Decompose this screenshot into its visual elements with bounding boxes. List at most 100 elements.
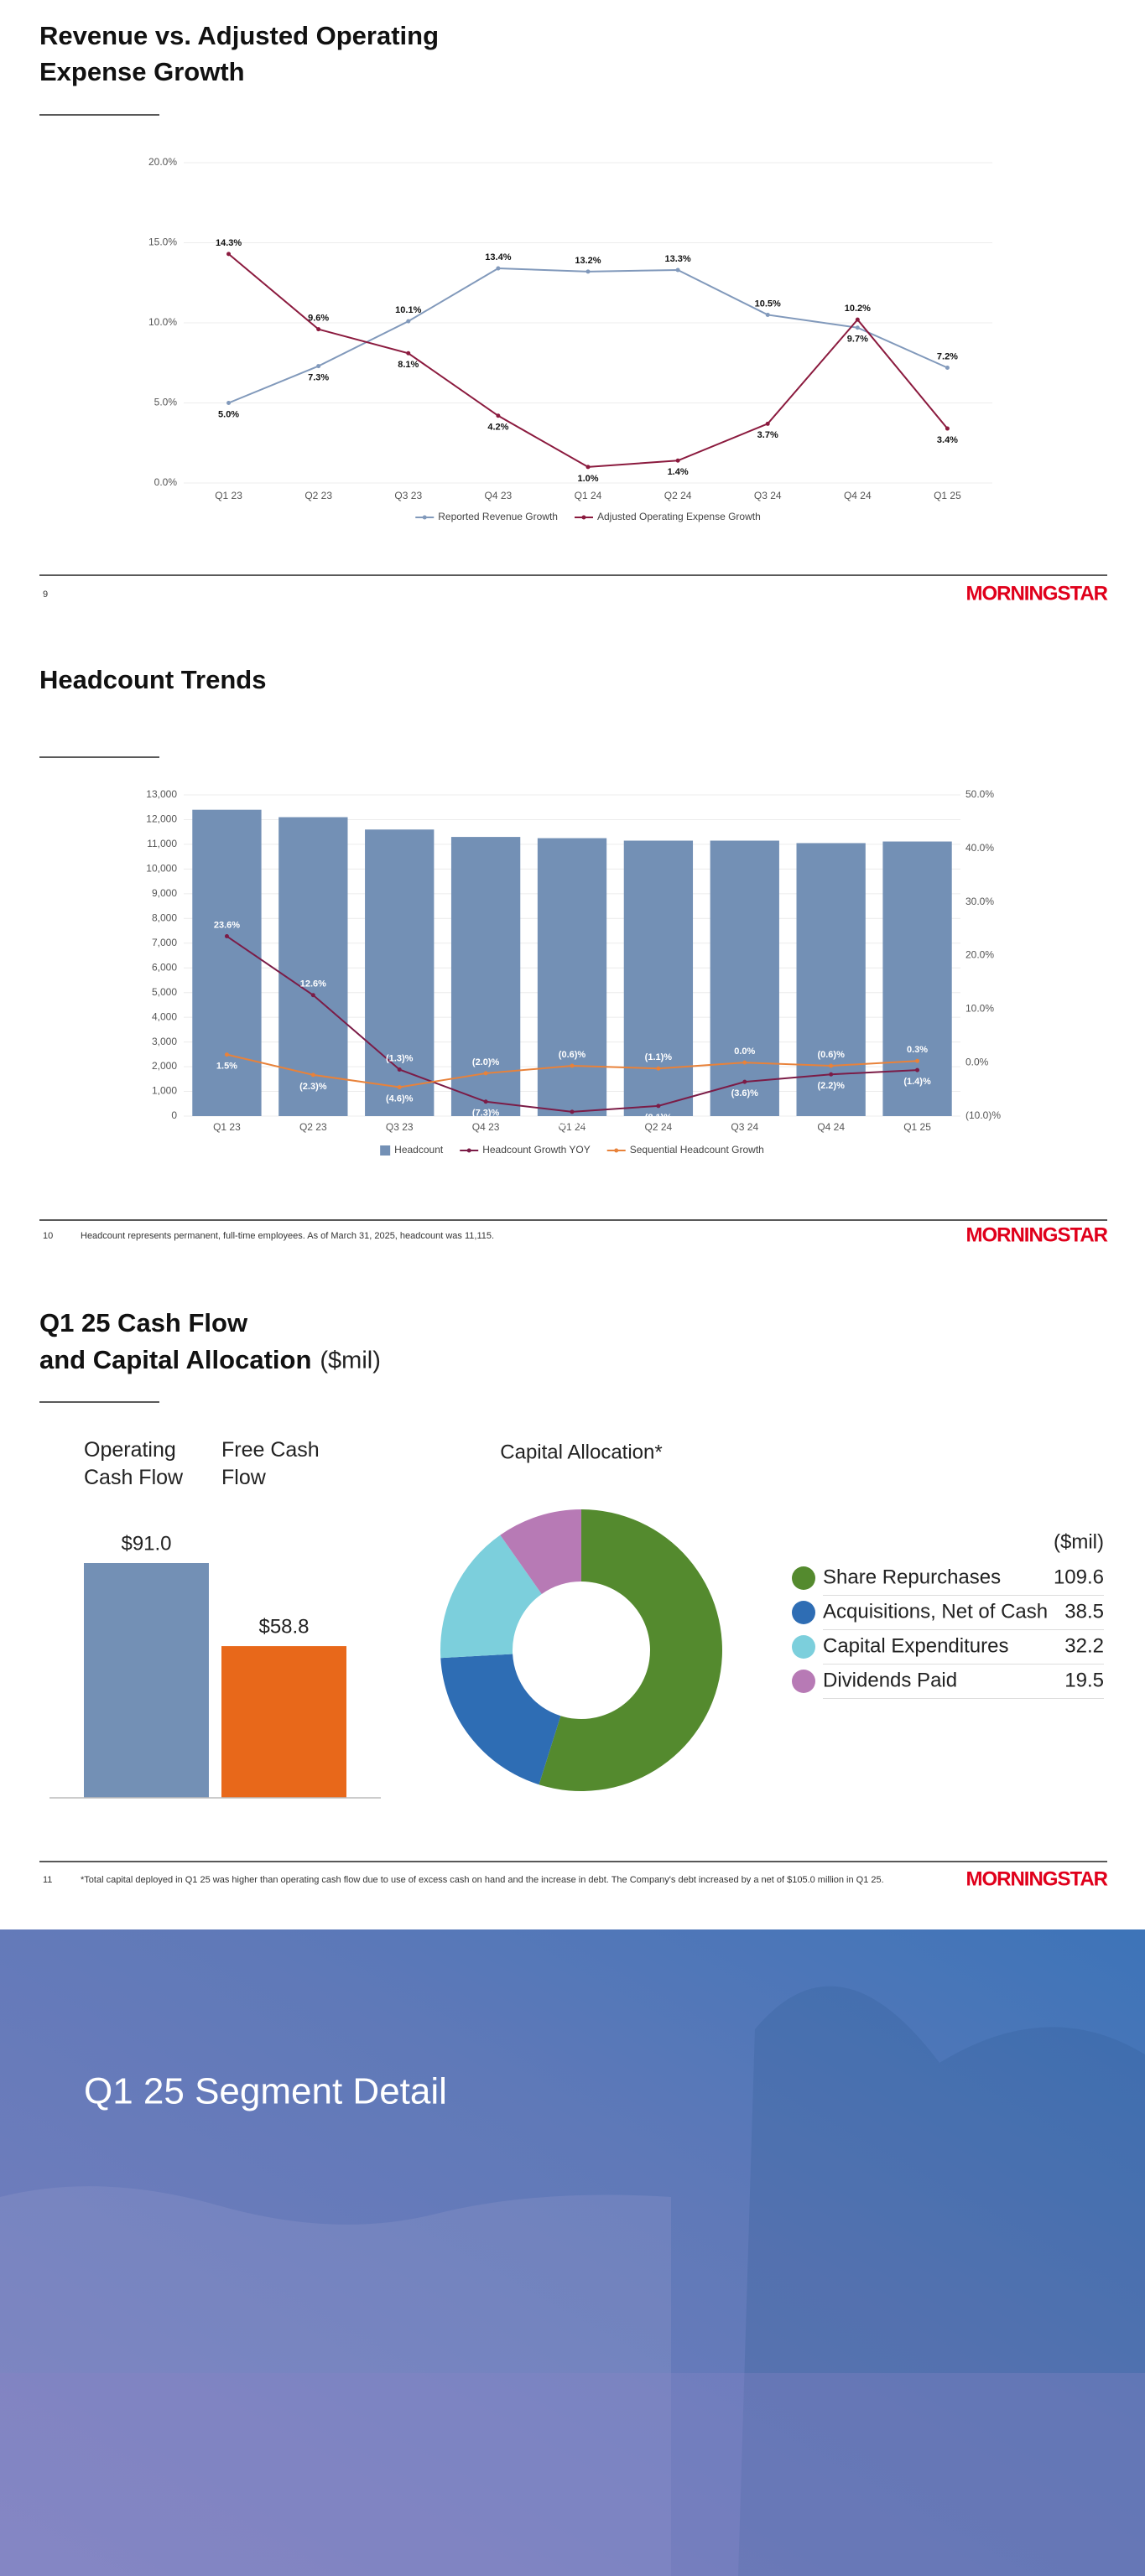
value-label: 13.3% [665, 254, 691, 264]
point [496, 413, 501, 418]
y-tick-label: 5.0% [154, 397, 178, 408]
x-tick-label: Q3 23 [386, 1121, 414, 1133]
point [397, 1085, 402, 1090]
y-tick-label: 40.0% [965, 842, 994, 854]
point [742, 1060, 747, 1065]
y-tick-label: 9,000 [152, 887, 177, 899]
point [224, 934, 229, 939]
y-tick-label: 11,000 [147, 838, 177, 849]
point [586, 269, 591, 274]
y-tick-label: 12,000 [146, 813, 177, 825]
value-label: (1.4)% [903, 1077, 931, 1087]
value-label: 5.0% [218, 409, 239, 419]
value-label: (1.1)% [645, 1052, 673, 1062]
value-label: 0.0% [734, 1046, 755, 1057]
legend-marker [422, 515, 427, 520]
value-label: 10.2% [845, 304, 871, 314]
footnote: *Total capital deployed in Q1 25 was hig… [81, 1875, 884, 1885]
point [675, 458, 680, 463]
legend-label: Headcount [394, 1144, 444, 1156]
value-label: 0.3% [907, 1045, 928, 1055]
value-label: (3.6)% [731, 1088, 759, 1098]
x-tick-label: Q1 24 [559, 1121, 586, 1133]
point [855, 317, 860, 322]
y-tick-label: (10.0)% [965, 1109, 1001, 1121]
line [227, 253, 949, 468]
point [915, 1058, 920, 1063]
chart-title: Capital Allocation* [500, 1441, 662, 1463]
point [226, 252, 232, 257]
y-tick-label: 20.0% [965, 949, 994, 961]
y-tick-label: 1,000 [152, 1085, 177, 1097]
bar [365, 829, 435, 1116]
slice [440, 1535, 542, 1659]
x-tick-label: Q1 24 [575, 490, 602, 501]
value-label: 13.4% [485, 252, 511, 262]
value-label: 12.6% [300, 979, 326, 989]
x-tick-label: Q4 24 [817, 1121, 845, 1133]
point [310, 993, 315, 998]
point [397, 1067, 402, 1072]
y-tick-label: 4,000 [152, 1010, 177, 1022]
legend-label: Dividends Paid [823, 1669, 957, 1691]
section-background [0, 1929, 1145, 2576]
point [742, 1079, 747, 1084]
title-unit: ($mil) [320, 1348, 381, 1374]
point [829, 1072, 834, 1077]
point [483, 1099, 488, 1104]
y-tick-label: 8,000 [152, 911, 177, 923]
logo: MORNINGSTAR [965, 582, 1107, 605]
slide-title: and Capital Allocation [39, 1345, 311, 1374]
point [656, 1104, 661, 1109]
value-label: 9.7% [847, 335, 868, 345]
value-label: (1.3)% [386, 1053, 414, 1063]
legend-marker [614, 1148, 619, 1153]
slide-title: Expense Growth [39, 57, 245, 86]
legend-label: Acquisitions, Net of Cash [823, 1600, 1048, 1623]
point [406, 351, 411, 356]
x-tick-label: Q2 24 [664, 490, 692, 501]
y-tick-label: 3,000 [152, 1036, 177, 1047]
section-title: Q1 25 Segment Detail [84, 2071, 447, 2112]
y-tick-label: 20.0% [148, 156, 177, 168]
value-label: $91.0 [121, 1532, 171, 1555]
value-label: 8.1% [398, 360, 419, 370]
x-tick-label: Q3 24 [731, 1121, 758, 1133]
y-tick-label: 2,000 [152, 1060, 177, 1072]
bar [623, 840, 694, 1116]
legend-label: Capital Expenditures [823, 1634, 1008, 1657]
slide-title: Q1 25 Cash Flow [39, 1308, 248, 1337]
point [226, 401, 232, 405]
legend-swatch [380, 1145, 391, 1156]
y-tick-label: 5,000 [152, 986, 177, 998]
bar [882, 841, 952, 1116]
bar [537, 838, 607, 1116]
value-label: 13.2% [575, 256, 601, 266]
slide-title: Revenue vs. Adjusted Operating [39, 21, 439, 50]
x-tick-label: Q3 23 [394, 490, 422, 501]
bar [710, 840, 779, 1116]
bar [796, 843, 866, 1116]
legend-swatch [792, 1566, 815, 1590]
legend-value: 32.2 [1064, 1634, 1104, 1657]
bar [221, 1646, 346, 1798]
point [496, 266, 501, 271]
x-tick-label: Q4 23 [485, 490, 513, 501]
value-label: 3.7% [757, 430, 778, 440]
y-tick-label: 10.0% [965, 1003, 994, 1015]
point [855, 325, 860, 330]
x-tick-label: Q1 23 [213, 1121, 241, 1133]
lake [0, 2373, 1145, 2576]
y-tick-label: 6,000 [152, 961, 177, 973]
value-label: (2.3)% [299, 1082, 327, 1092]
value-label: (7.3)% [472, 1109, 500, 1119]
x-tick-label: Q1 25 [903, 1121, 931, 1133]
value-label: (2.0)% [472, 1057, 500, 1067]
logo: MORNINGSTAR [965, 1867, 1107, 1890]
value-label: 14.3% [216, 238, 242, 248]
point [316, 327, 321, 332]
legend-swatch [792, 1635, 815, 1659]
x-tick-label: Q3 24 [754, 490, 782, 501]
logo: MORNINGSTAR [965, 1223, 1107, 1246]
